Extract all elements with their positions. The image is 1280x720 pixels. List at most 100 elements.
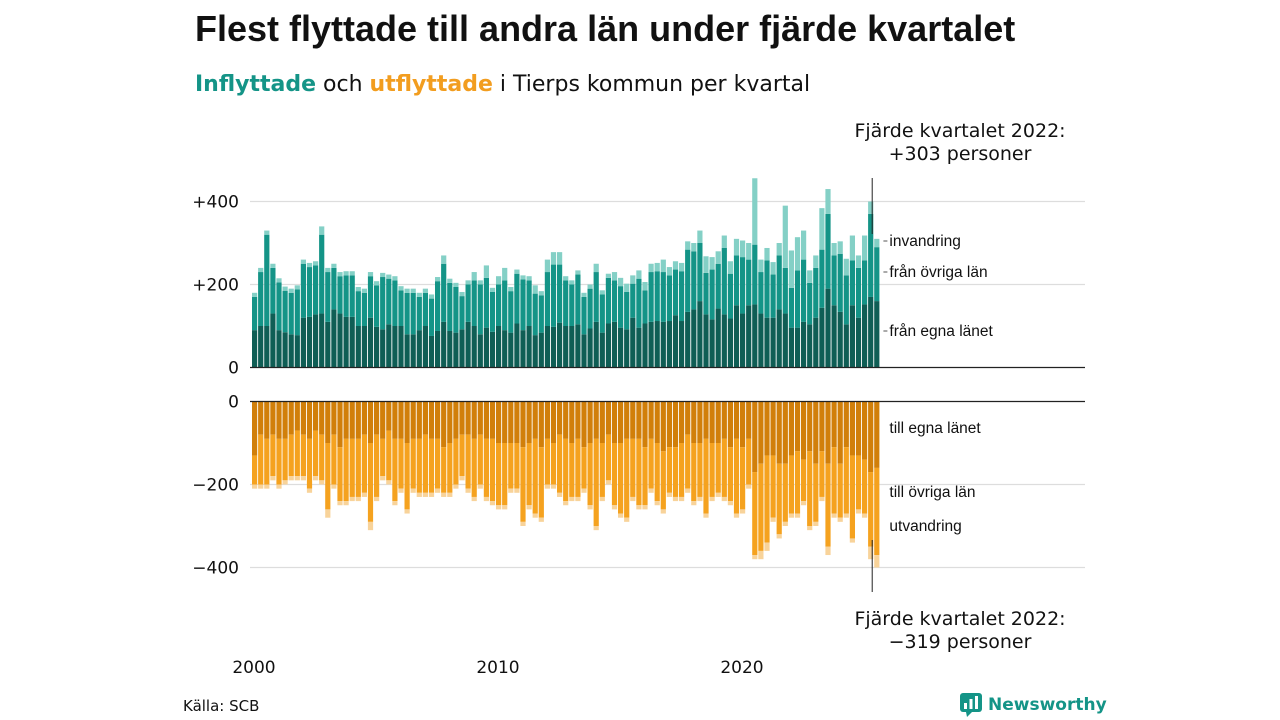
bar-in-ovriga-lan [563,280,569,326]
bar-in-egna-lanet [672,315,679,368]
bar-out-egna-lanet [398,401,404,439]
bar-in-ovriga-lan [496,284,502,326]
bar-utvandring [459,476,465,481]
bar-out-ovriga-lan [703,438,709,514]
bar-utvandring [380,476,386,481]
bar-invandring [770,262,776,275]
bar-invandring [813,255,819,268]
bar-in-ovriga-lan [624,291,630,330]
bar-out-ovriga-lan [489,438,496,502]
bar-invandring [740,240,746,258]
bar-in-ovriga-lan [782,267,788,314]
bar-utvandring [508,488,514,493]
bar-out-egna-lanet [752,401,758,473]
bar-invandring [361,288,367,293]
bar-invandring [300,259,306,264]
bar-in-egna-lanet [630,317,636,368]
bar-out-ovriga-lan [331,434,337,485]
subtitle: Inflyttade och utflyttade i Tierps kommu… [195,72,810,97]
bar-invandring [581,292,587,297]
bar-in-egna-lanet [264,326,270,368]
bar-in-egna-lanet [618,327,624,368]
bar-invandring [532,285,538,294]
bar-invandring [630,275,636,284]
bar-out-egna-lanet [471,401,477,439]
bar-out-egna-lanet [788,401,794,456]
bar-in-ovriga-lan [679,271,685,322]
bar-out-ovriga-lan [630,438,636,497]
bar-utvandring [672,496,679,502]
bar-invandring [599,290,605,295]
bar-out-ovriga-lan [416,438,422,493]
bar-utvandring [489,501,496,506]
bar-in-egna-lanet [648,321,654,368]
bar-in-egna-lanet [422,326,428,368]
bar-utvandring [441,492,447,497]
bar-in-egna-lanet [776,309,782,368]
bar-invandring [727,261,733,274]
bar-invandring [557,252,563,265]
subtitle-inflyttade: Inflyttade [195,72,317,97]
bar-invandring [709,257,715,270]
outflow-bars [252,401,880,568]
bar-utvandring [746,484,752,489]
bar-utvandring [697,496,703,502]
bar-utvandring [715,492,721,497]
bar-utvandring [727,501,733,506]
bar-invandring [526,276,532,281]
bar-utvandring [776,534,782,539]
bar-in-egna-lanet [532,335,538,368]
bar-invandring [672,261,679,270]
bar-invandring [587,284,593,289]
bar-in-egna-lanet [471,326,477,368]
bar-out-egna-lanet [740,401,746,448]
bar-utvandring [416,492,422,497]
bar-out-egna-lanet [727,401,733,448]
bar-in-ovriga-lan [849,260,855,306]
bar-in-egna-lanet [727,318,733,368]
subtitle-utflyttade: utflyttade [369,72,493,97]
bar-out-ovriga-lan [343,438,349,502]
bar-in-ovriga-lan [343,275,349,317]
bar-in-egna-lanet [544,326,550,368]
bar-utvandring [593,526,599,531]
bar-in-ovriga-lan [392,280,398,326]
bar-utvandring [764,542,770,551]
bar-out-ovriga-lan [563,438,569,502]
bar-out-ovriga-lan [660,451,666,510]
bar-out-egna-lanet [813,401,819,464]
bar-out-ovriga-lan [654,443,660,502]
bar-in-ovriga-lan [361,292,367,326]
newsworthy-logo-text: Newsworthy [988,695,1107,715]
bar-invandring [697,230,703,243]
bar-utvandring [367,521,374,531]
bar-invandring [648,263,654,273]
bar-utvandring [447,492,453,497]
bar-in-ovriga-lan [575,274,581,325]
bar-out-ovriga-lan [733,438,740,514]
bar-in-ovriga-lan [776,255,782,310]
bar-in-ovriga-lan [581,296,587,335]
bar-out-ovriga-lan [306,438,313,489]
series-label-bottom: till övriga län [889,484,975,501]
bar-in-ovriga-lan [404,292,410,335]
bar-utvandring [599,496,605,502]
bar-utvandring [557,492,563,497]
bar-utvandring [270,476,276,481]
bar-out-egna-lanet [782,401,788,464]
bar-out-ovriga-lan [764,455,770,543]
bar-in-ovriga-lan [654,271,660,322]
series-labels: invandring från övriga län från egna länet… [883,233,994,535]
bar-in-egna-lanet [691,309,697,368]
bar-in-ovriga-lan [422,292,428,326]
bar-utvandring [300,476,306,481]
bar-out-egna-lanet [264,401,270,439]
axes: +400 +200 0 0 −200 −400 2000 2010 2020 [192,193,1085,678]
bar-out-egna-lanet [715,401,721,443]
bar-invandring [416,292,422,297]
bar-invandring [801,230,807,260]
bar-in-ovriga-lan [599,294,605,333]
bar-out-ovriga-lan [862,459,868,514]
bar-out-ovriga-lan [374,434,380,497]
bar-utvandring [288,476,294,481]
